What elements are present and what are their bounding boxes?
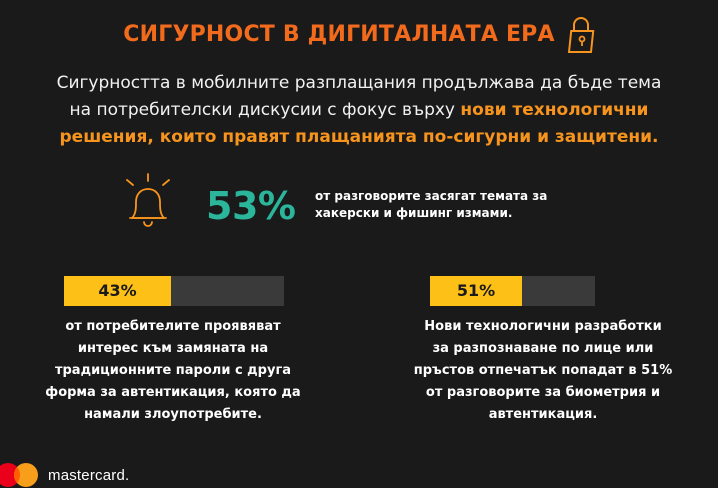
stat-bar-left-fill bbox=[64, 276, 171, 306]
stat-left-line-2: интерес към замяната на bbox=[77, 341, 269, 356]
stat-left-description: от потребителите проявяват интерес към з… bbox=[34, 316, 312, 426]
mastercard-logo bbox=[0, 463, 38, 487]
stat-bar-left-value: 43% bbox=[98, 281, 137, 300]
intro-line-1: Сигурността в мобилните разплащания прод… bbox=[56, 73, 662, 93]
brand: mastercard. bbox=[0, 462, 129, 488]
main-stat-line-1: от разговорите засягат темата за bbox=[315, 189, 548, 203]
lock-icon bbox=[567, 17, 595, 53]
page-title: СИГУРНОСТ В ДИГИТАЛНАТА ЕРА bbox=[123, 21, 555, 47]
bell-icon bbox=[126, 173, 170, 227]
stat-left-line-4: форма за автентикация, която да bbox=[45, 385, 301, 400]
main-stat: 53% от разговорите засягат темата за хак… bbox=[120, 172, 640, 242]
stat-bar-left: 43% bbox=[64, 276, 284, 306]
stat-left-line-1: от потребителите проявяват bbox=[65, 319, 281, 334]
intro-text: Сигурността в мобилните разплащания прод… bbox=[20, 70, 698, 151]
stat-left-line-3: традиционните пароли с друга bbox=[54, 363, 292, 378]
stat-left-line-5: намали злоупотребите. bbox=[84, 407, 262, 422]
stat-bar-right-value: 51% bbox=[456, 281, 496, 300]
brand-name: mastercard. bbox=[48, 466, 130, 484]
intro-line-2-plain: на потребителски дискусии с фокус върху bbox=[69, 100, 461, 120]
main-stat-description: от разговорите засягат темата за хакерск… bbox=[315, 188, 615, 222]
main-stat-value: 53% bbox=[206, 184, 296, 228]
stat-right-line-3: пръстов отпечатък попадат в 51% bbox=[413, 363, 673, 378]
stat-right-line-1: Нови технологични разработки bbox=[424, 319, 662, 334]
intro-line-2: на потребителски дискусии с фокус върху … bbox=[20, 97, 698, 124]
stat-right-line-5: автентикация. bbox=[488, 407, 598, 422]
intro-highlight-2: решения, които правят плащанията по-сигу… bbox=[59, 127, 659, 147]
stat-bar-right: 51% bbox=[430, 276, 595, 306]
header: СИГУРНОСТ В ДИГИТАЛНАТА ЕРА bbox=[0, 14, 718, 54]
stat-right-description: Нови технологични разработки за разпозна… bbox=[400, 316, 686, 426]
intro-highlight-1: нови технологични bbox=[460, 100, 649, 120]
stat-right-line-4: от разговорите за биометрия и bbox=[425, 385, 661, 400]
stat-bar-right-fill bbox=[430, 276, 522, 306]
stat-right-line-2: за разпознаване по лице или bbox=[432, 341, 654, 356]
main-stat-line-2: хакерски и фишинг измами. bbox=[315, 206, 513, 220]
